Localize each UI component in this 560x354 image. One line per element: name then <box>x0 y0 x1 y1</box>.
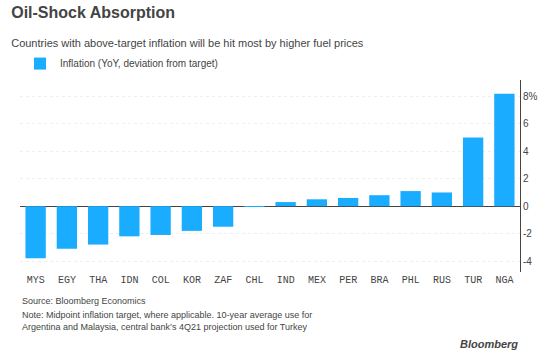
svg-text:BRA: BRA <box>370 275 388 286</box>
svg-text:6: 6 <box>523 118 529 129</box>
svg-text:Countries with above-target in: Countries with above-target inflation wi… <box>11 37 364 49</box>
svg-text:-2: -2 <box>523 228 532 239</box>
svg-text:KOR: KOR <box>183 275 201 286</box>
svg-text:4: 4 <box>523 146 529 157</box>
svg-text:NGA: NGA <box>495 275 513 286</box>
svg-text:CHL: CHL <box>245 275 263 286</box>
svg-text:8%: 8% <box>523 91 538 102</box>
svg-text:IDN: IDN <box>120 275 138 286</box>
svg-text:PER: PER <box>339 275 357 286</box>
svg-text:2: 2 <box>523 173 529 184</box>
svg-text:RUS: RUS <box>433 275 451 286</box>
svg-text:COL: COL <box>152 275 170 286</box>
svg-text:EGY: EGY <box>58 275 76 286</box>
svg-text:MEX: MEX <box>308 275 326 286</box>
svg-text:TUR: TUR <box>464 275 482 286</box>
svg-text:-4: -4 <box>523 256 532 267</box>
svg-text:PHL: PHL <box>402 275 420 286</box>
svg-text:THA: THA <box>89 275 107 286</box>
svg-text:ZAF: ZAF <box>214 275 232 286</box>
svg-text:0: 0 <box>523 201 529 212</box>
svg-text:Oil-Shock Absorption: Oil-Shock Absorption <box>11 4 175 21</box>
svg-text:Source: Bloomberg Economics: Source: Bloomberg Economics <box>22 296 146 306</box>
svg-text:IND: IND <box>277 275 295 286</box>
svg-text:MYS: MYS <box>27 275 45 286</box>
svg-text:Inflation (YoY, deviation from: Inflation (YoY, deviation from target) <box>60 58 218 69</box>
svg-text:Bloomberg: Bloomberg <box>460 338 518 350</box>
svg-text:Note: Midpoint inflation targe: Note: Midpoint inflation target, where a… <box>22 310 312 332</box>
